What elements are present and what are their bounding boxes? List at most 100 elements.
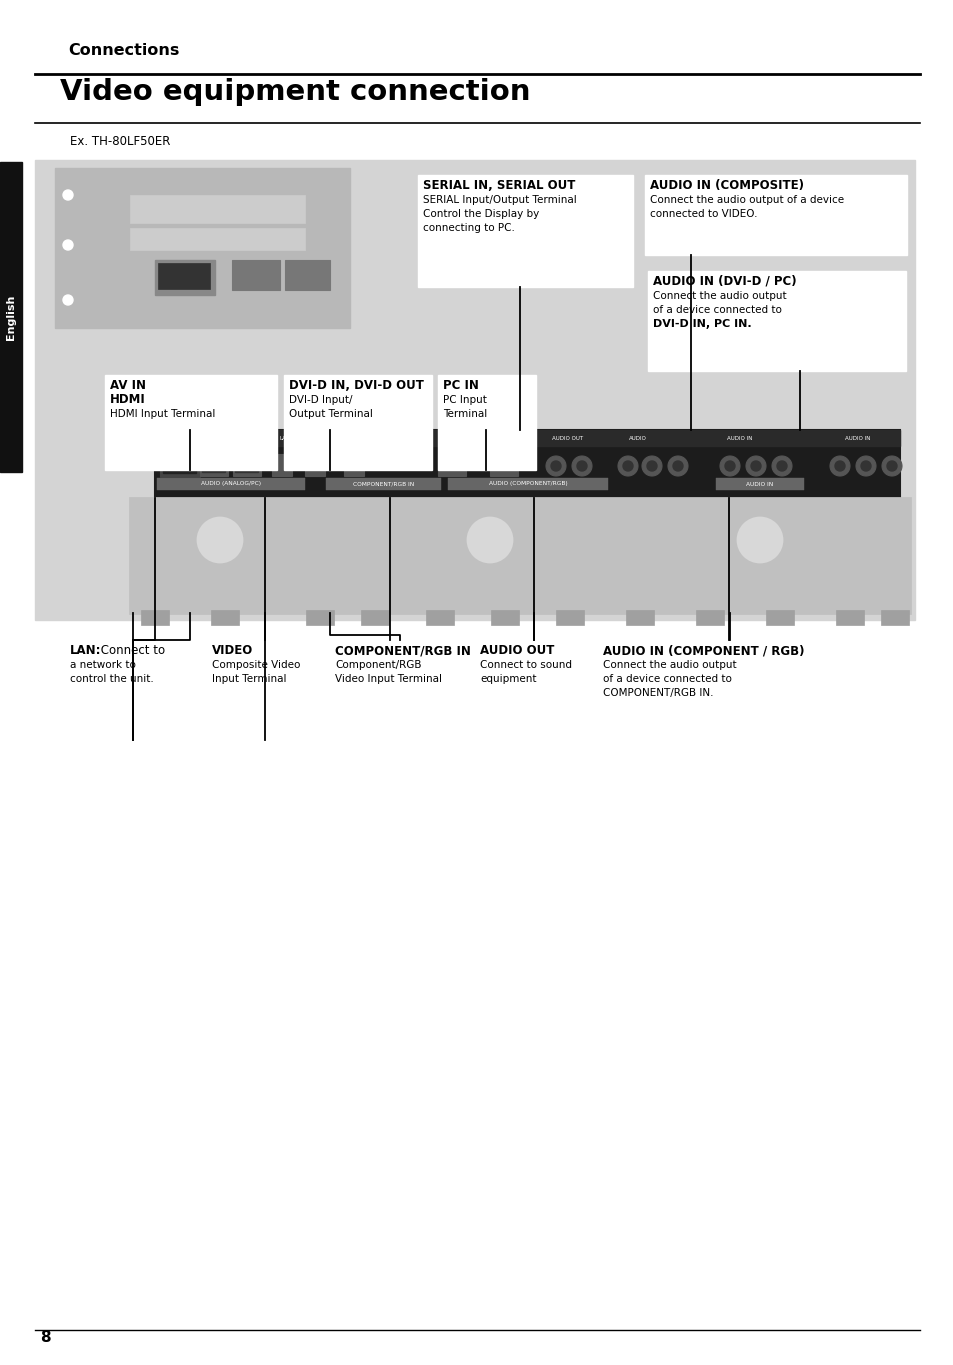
Text: AUDIO (COMPONENT/RGB): AUDIO (COMPONENT/RGB) <box>488 482 567 486</box>
Text: SERIAL Input/Output Terminal: SERIAL Input/Output Terminal <box>422 195 577 205</box>
Bar <box>130 498 909 613</box>
Text: DVI-D IN, DVI-D OUT: DVI-D IN, DVI-D OUT <box>289 379 423 392</box>
Bar <box>326 478 440 490</box>
Text: connected to VIDEO.: connected to VIDEO. <box>649 209 757 218</box>
Text: Connections: Connections <box>68 44 179 57</box>
Bar <box>232 259 280 289</box>
Circle shape <box>672 461 682 471</box>
Text: AUDIO OUT: AUDIO OUT <box>479 644 554 657</box>
Bar <box>157 478 305 490</box>
Circle shape <box>745 456 765 476</box>
Bar <box>154 430 899 498</box>
Text: AUDIO IN: AUDIO IN <box>844 435 870 441</box>
Text: Composite Video: Composite Video <box>212 661 300 670</box>
Text: AUDIO IN (DVI-D / PC): AUDIO IN (DVI-D / PC) <box>652 274 796 288</box>
Bar <box>360 610 389 625</box>
Bar <box>141 610 169 625</box>
Circle shape <box>724 461 734 471</box>
Circle shape <box>886 461 896 471</box>
Bar <box>154 259 214 295</box>
Text: AUDIO IN: AUDIO IN <box>726 435 752 441</box>
Text: Video Input Terminal: Video Input Terminal <box>335 674 441 684</box>
Text: LAN:: LAN: <box>70 644 101 657</box>
Bar <box>696 610 723 625</box>
Bar <box>55 168 350 328</box>
Text: Connect the audio output of a device: Connect the audio output of a device <box>649 195 843 205</box>
Bar <box>306 610 334 625</box>
Text: AUDIO OUT: AUDIO OUT <box>552 435 583 441</box>
Bar <box>437 375 536 470</box>
Text: of a device connected to: of a device connected to <box>652 304 781 315</box>
Bar <box>272 455 292 476</box>
Bar <box>160 455 200 476</box>
Bar <box>344 455 364 476</box>
Text: AV IN: AV IN <box>110 379 146 392</box>
Bar <box>417 175 633 287</box>
Text: connecting to PC.: connecting to PC. <box>422 222 515 233</box>
Circle shape <box>834 461 844 471</box>
Bar <box>154 430 899 446</box>
Text: SERIAL IN: SERIAL IN <box>441 435 468 441</box>
Text: a network to: a network to <box>70 661 135 670</box>
Bar <box>284 375 432 470</box>
Circle shape <box>776 461 786 471</box>
Bar <box>448 478 607 490</box>
Text: AUDIO (ANALOG/PC): AUDIO (ANALOG/PC) <box>201 482 261 486</box>
Circle shape <box>667 456 687 476</box>
Text: VIDEO: VIDEO <box>212 644 253 657</box>
Bar <box>130 228 305 250</box>
Circle shape <box>572 456 592 476</box>
Bar <box>491 610 518 625</box>
Text: Ex. TH-80LF50ER: Ex. TH-80LF50ER <box>70 135 171 147</box>
Text: hdmi
AV IN: hdmi AV IN <box>169 437 187 450</box>
Text: VIDEO: VIDEO <box>347 435 364 441</box>
Bar <box>625 610 654 625</box>
Text: HDMI Input Terminal: HDMI Input Terminal <box>110 410 215 419</box>
Text: DVI-D Input/: DVI-D Input/ <box>289 394 352 405</box>
Circle shape <box>198 517 242 562</box>
Bar <box>437 455 465 476</box>
Bar <box>35 160 914 620</box>
Circle shape <box>622 461 633 471</box>
Text: COMPONENT/RGB IN: COMPONENT/RGB IN <box>353 482 414 486</box>
Bar <box>644 175 906 255</box>
Bar <box>880 610 908 625</box>
Text: COMPONENT/RGB IN: COMPONENT/RGB IN <box>335 644 471 657</box>
Text: PC IN: PC IN <box>442 379 478 392</box>
Bar <box>330 640 470 740</box>
Text: PC Input: PC Input <box>442 394 486 405</box>
Text: AUDIO IN: AUDIO IN <box>745 482 773 486</box>
Text: SERIAL OUT: SERIAL OUT <box>489 435 521 441</box>
Text: Connect to: Connect to <box>97 644 165 657</box>
Bar <box>105 375 276 470</box>
Text: AUDIO IN (COMPONENT / RGB): AUDIO IN (COMPONENT / RGB) <box>602 644 803 657</box>
Text: Connect to sound: Connect to sound <box>479 661 572 670</box>
Text: COMPONENT/RGB IN.: COMPONENT/RGB IN. <box>602 688 713 698</box>
Text: PC IN: PC IN <box>310 435 324 441</box>
Circle shape <box>855 456 875 476</box>
Bar <box>65 640 200 740</box>
Bar <box>598 640 861 740</box>
Text: AUDIO: AUDIO <box>628 435 646 441</box>
Circle shape <box>618 456 638 476</box>
Bar <box>211 610 239 625</box>
Circle shape <box>720 456 740 476</box>
Text: Video equipment connection: Video equipment connection <box>60 78 530 106</box>
Bar <box>200 455 228 476</box>
Bar <box>716 478 803 490</box>
Circle shape <box>829 456 849 476</box>
Bar <box>647 272 905 371</box>
Text: control the unit.: control the unit. <box>70 674 153 684</box>
Text: English: English <box>6 295 16 340</box>
Text: DVI-D IN, PC IN.: DVI-D IN, PC IN. <box>652 319 751 329</box>
Text: DVI-D OUT: DVI-D OUT <box>233 435 262 441</box>
Text: Connect the audio output: Connect the audio output <box>652 291 786 302</box>
Bar <box>163 459 195 474</box>
Circle shape <box>63 190 73 201</box>
Bar <box>490 455 517 476</box>
Circle shape <box>63 240 73 250</box>
Circle shape <box>771 456 791 476</box>
Text: SERIAL IN, SERIAL OUT: SERIAL IN, SERIAL OUT <box>422 179 575 192</box>
Bar <box>556 610 583 625</box>
Bar <box>158 263 210 289</box>
